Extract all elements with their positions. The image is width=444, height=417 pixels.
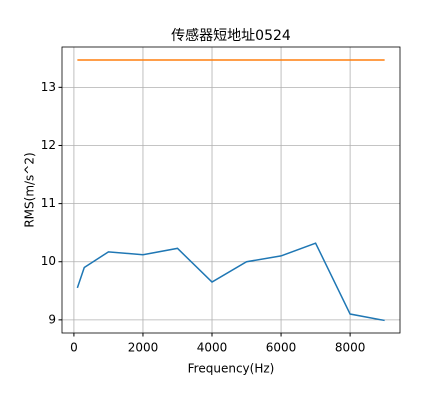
chart-title: 传感器短地址0524 — [171, 27, 291, 44]
y-tick-label: 12 — [41, 138, 56, 152]
y-tick-label: 10 — [41, 254, 56, 268]
x-tick-label: 2000 — [128, 341, 159, 355]
x-tick-label: 6000 — [266, 341, 297, 355]
x-axis-label: Frequency(Hz) — [188, 362, 275, 376]
line-series — [76, 242, 385, 322]
plot-frame — [61, 46, 401, 334]
x-tick-label: 0 — [70, 341, 78, 355]
y-tick-label: 11 — [41, 196, 56, 210]
y-tick-label: 13 — [41, 80, 56, 94]
x-tick-label: 8000 — [335, 341, 366, 355]
y-tick-label: 9 — [48, 312, 56, 326]
x-tick-label: 4000 — [197, 341, 228, 355]
y-axis-label: RMS(m/s^2) — [23, 152, 37, 227]
